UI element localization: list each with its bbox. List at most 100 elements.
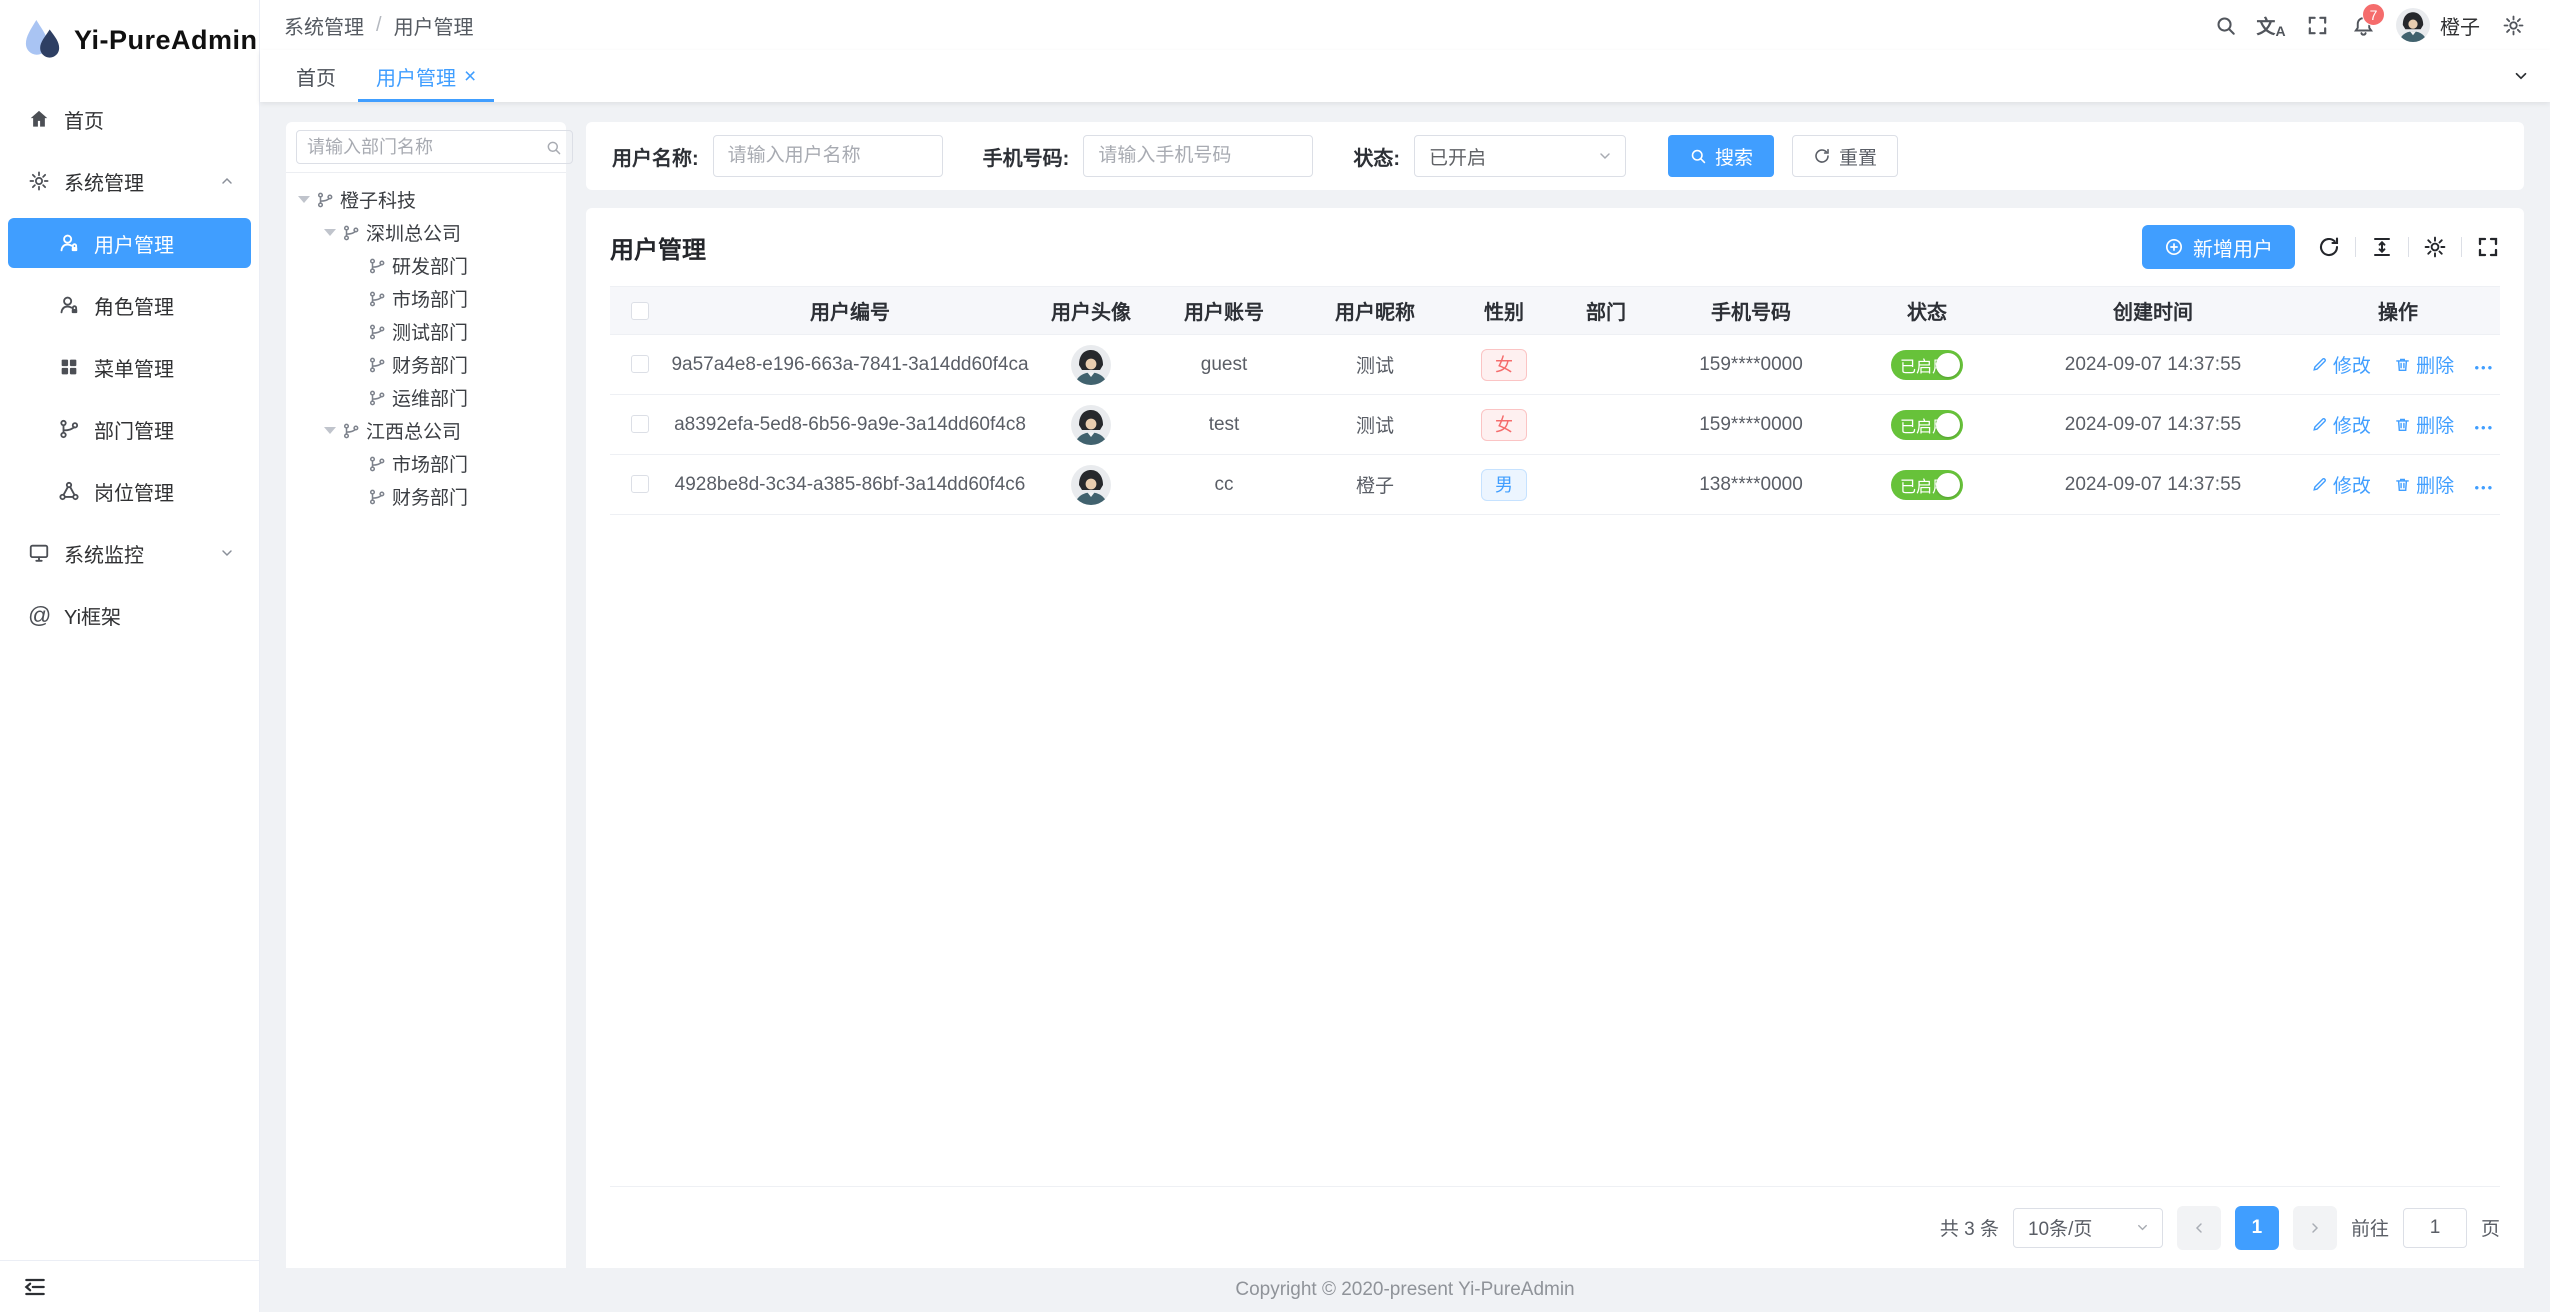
- sidebar-item-home[interactable]: 首页: [8, 94, 251, 144]
- tree-node-label: 财务部门: [392, 356, 469, 377]
- tree-node[interactable]: 运维部门: [286, 381, 566, 414]
- sidebar-item-system[interactable]: 系统管理: [8, 156, 251, 206]
- sidebar-item-label: 首页: [64, 110, 104, 133]
- notification-badge: 7: [2362, 3, 2385, 26]
- tree-node[interactable]: 市场部门: [286, 447, 566, 480]
- reset-button[interactable]: 重置: [1792, 135, 1899, 177]
- more-actions-button[interactable]: •••: [2474, 479, 2495, 495]
- sidebar-item-roles[interactable]: 角色管理: [8, 280, 251, 330]
- tree-search-input[interactable]: [307, 136, 539, 158]
- user-menu[interactable]: 橙子: [2386, 0, 2490, 50]
- breadcrumb-parent[interactable]: 系统管理: [284, 16, 364, 39]
- row-checkbox[interactable]: [631, 475, 649, 494]
- edit-button[interactable]: 修改: [2311, 471, 2371, 498]
- cell-user-id: 4928be8d-3c34-a385-86bf-3a14dd60f4c6: [670, 454, 1030, 515]
- collapse-sidebar-icon[interactable]: [22, 1274, 48, 1300]
- tree-node[interactable]: 橙子科技: [286, 183, 566, 216]
- sidebar-item-departments[interactable]: 部门管理: [8, 404, 251, 454]
- cell-created: 2024-09-07 14:37:55: [2010, 394, 2296, 455]
- tree-node[interactable]: 财务部门: [286, 348, 566, 381]
- tab-user-management[interactable]: 用户管理 ×: [356, 50, 496, 102]
- sidebar-footer: [0, 1260, 259, 1312]
- delete-button[interactable]: 删除: [2394, 351, 2454, 378]
- cell-phone: 159****0000: [1658, 394, 1844, 455]
- column-header: 性别: [1454, 286, 1554, 335]
- avatar: [2396, 8, 2430, 42]
- pencil-icon: [2311, 416, 2328, 433]
- tabs-menu-button[interactable]: [2492, 50, 2550, 102]
- filter-status-select[interactable]: 已开启: [1414, 135, 1627, 177]
- global-search-button[interactable]: [2202, 0, 2248, 50]
- branch-icon: [368, 389, 386, 407]
- cell-account: test: [1152, 394, 1296, 455]
- more-actions-button[interactable]: •••: [2474, 359, 2495, 375]
- tree-node[interactable]: 市场部门: [286, 282, 566, 315]
- logo-row[interactable]: Yi-PureAdmin: [0, 0, 259, 80]
- copyright-text: Copyright © 2020-present Yi-PureAdmin: [1235, 1279, 1575, 1300]
- row-checkbox[interactable]: [631, 355, 649, 374]
- sidebar-item-users[interactable]: 用户管理: [8, 218, 251, 268]
- tree-node[interactable]: 江西总公司: [286, 414, 566, 447]
- delete-button[interactable]: 删除: [2394, 471, 2454, 498]
- trash-icon: [2394, 356, 2411, 373]
- tree-node[interactable]: 深圳总公司: [286, 216, 566, 249]
- fullscreen-button[interactable]: [2294, 0, 2340, 50]
- role-icon: [58, 294, 80, 316]
- filter-phone-input[interactable]: [1083, 135, 1314, 177]
- current-page-button[interactable]: 1: [2234, 1205, 2279, 1250]
- column-header: 用户头像: [1030, 286, 1152, 335]
- table-row: 4928be8d-3c34-a385-86bf-3a14dd60f4c6 cc …: [610, 454, 2500, 515]
- caret-down-icon[interactable]: [298, 196, 310, 203]
- cell-nickname: 测试: [1296, 334, 1454, 395]
- row-checkbox[interactable]: [631, 415, 649, 434]
- page-size-select[interactable]: 10条/页: [2012, 1207, 2163, 1248]
- goto-page-input[interactable]: [2402, 1207, 2467, 1248]
- filter-name-label: 用户名称:: [612, 147, 699, 170]
- column-settings-icon[interactable]: [2423, 235, 2447, 259]
- edit-button[interactable]: 修改: [2311, 411, 2371, 438]
- status-toggle[interactable]: 已启用: [1891, 349, 1963, 380]
- column-header: 用户账号: [1152, 286, 1296, 335]
- branch-icon: [368, 257, 386, 275]
- edit-button[interactable]: 修改: [2311, 351, 2371, 378]
- add-user-button[interactable]: 新增用户: [2142, 225, 2295, 269]
- tree-node[interactable]: 财务部门: [286, 480, 566, 513]
- next-page-button[interactable]: [2292, 1205, 2337, 1250]
- search-button[interactable]: 搜索: [1668, 135, 1775, 177]
- filter-status-label: 状态:: [1353, 147, 1401, 170]
- filter-name-input[interactable]: [712, 135, 943, 177]
- caret-down-icon[interactable]: [324, 229, 336, 236]
- prev-page-button[interactable]: [2176, 1205, 2221, 1250]
- chevron-left-icon: [2191, 1220, 2207, 1236]
- select-all-checkbox[interactable]: [631, 301, 649, 320]
- more-actions-button[interactable]: •••: [2474, 419, 2495, 435]
- delete-button[interactable]: 删除: [2394, 411, 2454, 438]
- refresh-icon[interactable]: [2317, 235, 2341, 259]
- tree-search-field[interactable]: [296, 130, 573, 164]
- status-toggle[interactable]: 已启用: [1891, 469, 1963, 500]
- caret-down-icon[interactable]: [324, 427, 336, 434]
- close-icon[interactable]: ×: [464, 64, 477, 88]
- sidebar-item-posts[interactable]: 岗位管理: [8, 466, 251, 516]
- tree-node-label: 研发部门: [392, 257, 469, 278]
- at-icon: @: [28, 601, 52, 628]
- gender-badge: 女: [1481, 348, 1527, 381]
- density-icon[interactable]: [2370, 235, 2394, 259]
- notifications-button[interactable]: 7: [2340, 0, 2386, 50]
- settings-button[interactable]: [2490, 0, 2536, 50]
- sidebar-item-framework[interactable]: @ Yi框架: [8, 590, 251, 640]
- branch-icon: [368, 488, 386, 506]
- tree-node[interactable]: 研发部门: [286, 249, 566, 282]
- sidebar-item-menus[interactable]: 菜单管理: [8, 342, 251, 392]
- language-switch-button[interactable]: 文A: [2248, 0, 2294, 50]
- column-header: 状态: [1844, 286, 2010, 335]
- plus-circle-icon: [2164, 237, 2184, 257]
- tree-node[interactable]: 测试部门: [286, 315, 566, 348]
- sidebar-item-monitor[interactable]: 系统监控: [8, 528, 251, 578]
- table-fullscreen-icon[interactable]: [2476, 235, 2500, 259]
- branch-icon: [368, 356, 386, 374]
- tab-home[interactable]: 首页: [276, 50, 356, 102]
- status-toggle[interactable]: 已启用: [1891, 409, 1963, 440]
- sidebar-item-label: 系统监控: [64, 544, 144, 567]
